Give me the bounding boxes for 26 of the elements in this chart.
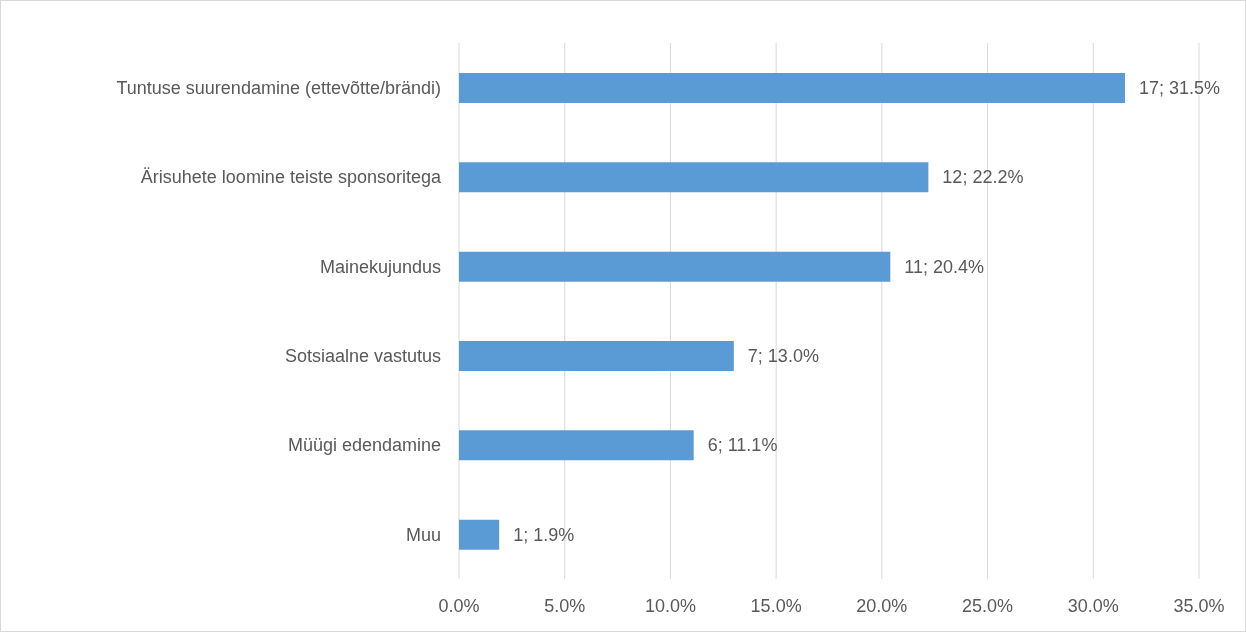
bar — [459, 162, 929, 193]
data-label: 12; 22.2% — [942, 167, 1024, 188]
bar — [459, 430, 694, 461]
data-label: 11; 20.4% — [904, 256, 985, 277]
y-tick-label: Sotsiaalne vastutus — [284, 346, 441, 367]
data-label: 7; 13.0% — [747, 346, 819, 366]
x-tick-label: 10.0% — [644, 595, 696, 616]
x-tick-label: 30.0% — [1067, 595, 1119, 616]
bar — [459, 341, 734, 371]
x-tick-label: 35.0% — [1173, 595, 1225, 616]
x-tick-label: 20.0% — [856, 595, 908, 616]
y-tick-label: Mainekujundus — [319, 256, 441, 277]
y-tick-label: Ärisuhete loomine teiste sponsoritega — [140, 167, 442, 188]
bar — [459, 73, 1125, 103]
bar — [459, 519, 500, 550]
data-label: 1; 1.9% — [513, 524, 575, 545]
x-tick-label: 5.0% — [544, 595, 586, 616]
data-label: 6; 11.1% — [707, 435, 778, 456]
y-tick-label: Muu — [405, 524, 441, 545]
y-tick-label: Tuntuse suurendamine (ettevõtte/brändi) — [116, 78, 441, 99]
data-label: 17; 31.5% — [1139, 78, 1221, 98]
x-tick-label: 25.0% — [962, 595, 1014, 616]
y-tick-label: Müügi edendamine — [287, 435, 441, 456]
x-tick-label: 15.0% — [750, 595, 802, 616]
x-tick-label: 0.0% — [438, 595, 480, 616]
bar — [459, 251, 891, 282]
